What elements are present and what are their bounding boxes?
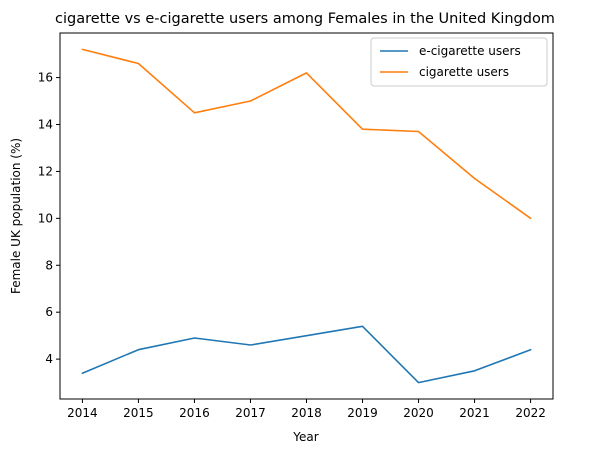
legend-label: e-cigarette users — [419, 44, 521, 58]
y-tick-label: 8 — [45, 258, 53, 272]
series-group — [81, 48, 532, 384]
x-tick-label: 2015 — [123, 406, 154, 420]
y-tick-label: 6 — [45, 305, 53, 319]
plot-frame — [59, 32, 554, 400]
x-tick-label: 2016 — [179, 406, 210, 420]
y-tick-label: 16 — [38, 71, 53, 85]
legend-label: cigarette users — [419, 65, 509, 79]
y-axis-label: Female UK population (%) — [9, 138, 23, 294]
y-tick-label: 12 — [38, 164, 53, 178]
x-tick-label: 2020 — [403, 406, 434, 420]
chart-title: cigarette vs e-cigarette users among Fem… — [55, 11, 555, 27]
x-axis-label: Year — [292, 430, 318, 444]
y-tick-label: 4 — [45, 352, 53, 366]
series-line-cigarette — [81, 48, 532, 220]
y-axis: 4 6 8 10 12 14 16 — [38, 71, 60, 366]
y-tick-label: 14 — [38, 118, 53, 132]
x-tick-label: 2014 — [67, 406, 98, 420]
plot-area — [59, 32, 554, 400]
x-tick-label: 2021 — [459, 406, 490, 420]
x-axis: 2014 2015 2016 2017 2018 2019 2020 2021 2022 — [67, 399, 546, 420]
x-tick-label: 2022 — [515, 406, 546, 420]
series-line-e-cigarette — [81, 325, 532, 384]
legend: e-cigarette users cigarette users — [370, 37, 548, 87]
x-tick-label: 2017 — [235, 406, 266, 420]
y-tick-label: 10 — [38, 211, 53, 225]
x-tick-label: 2018 — [291, 406, 322, 420]
legend-frame — [370, 37, 548, 87]
x-tick-label: 2019 — [347, 406, 378, 420]
